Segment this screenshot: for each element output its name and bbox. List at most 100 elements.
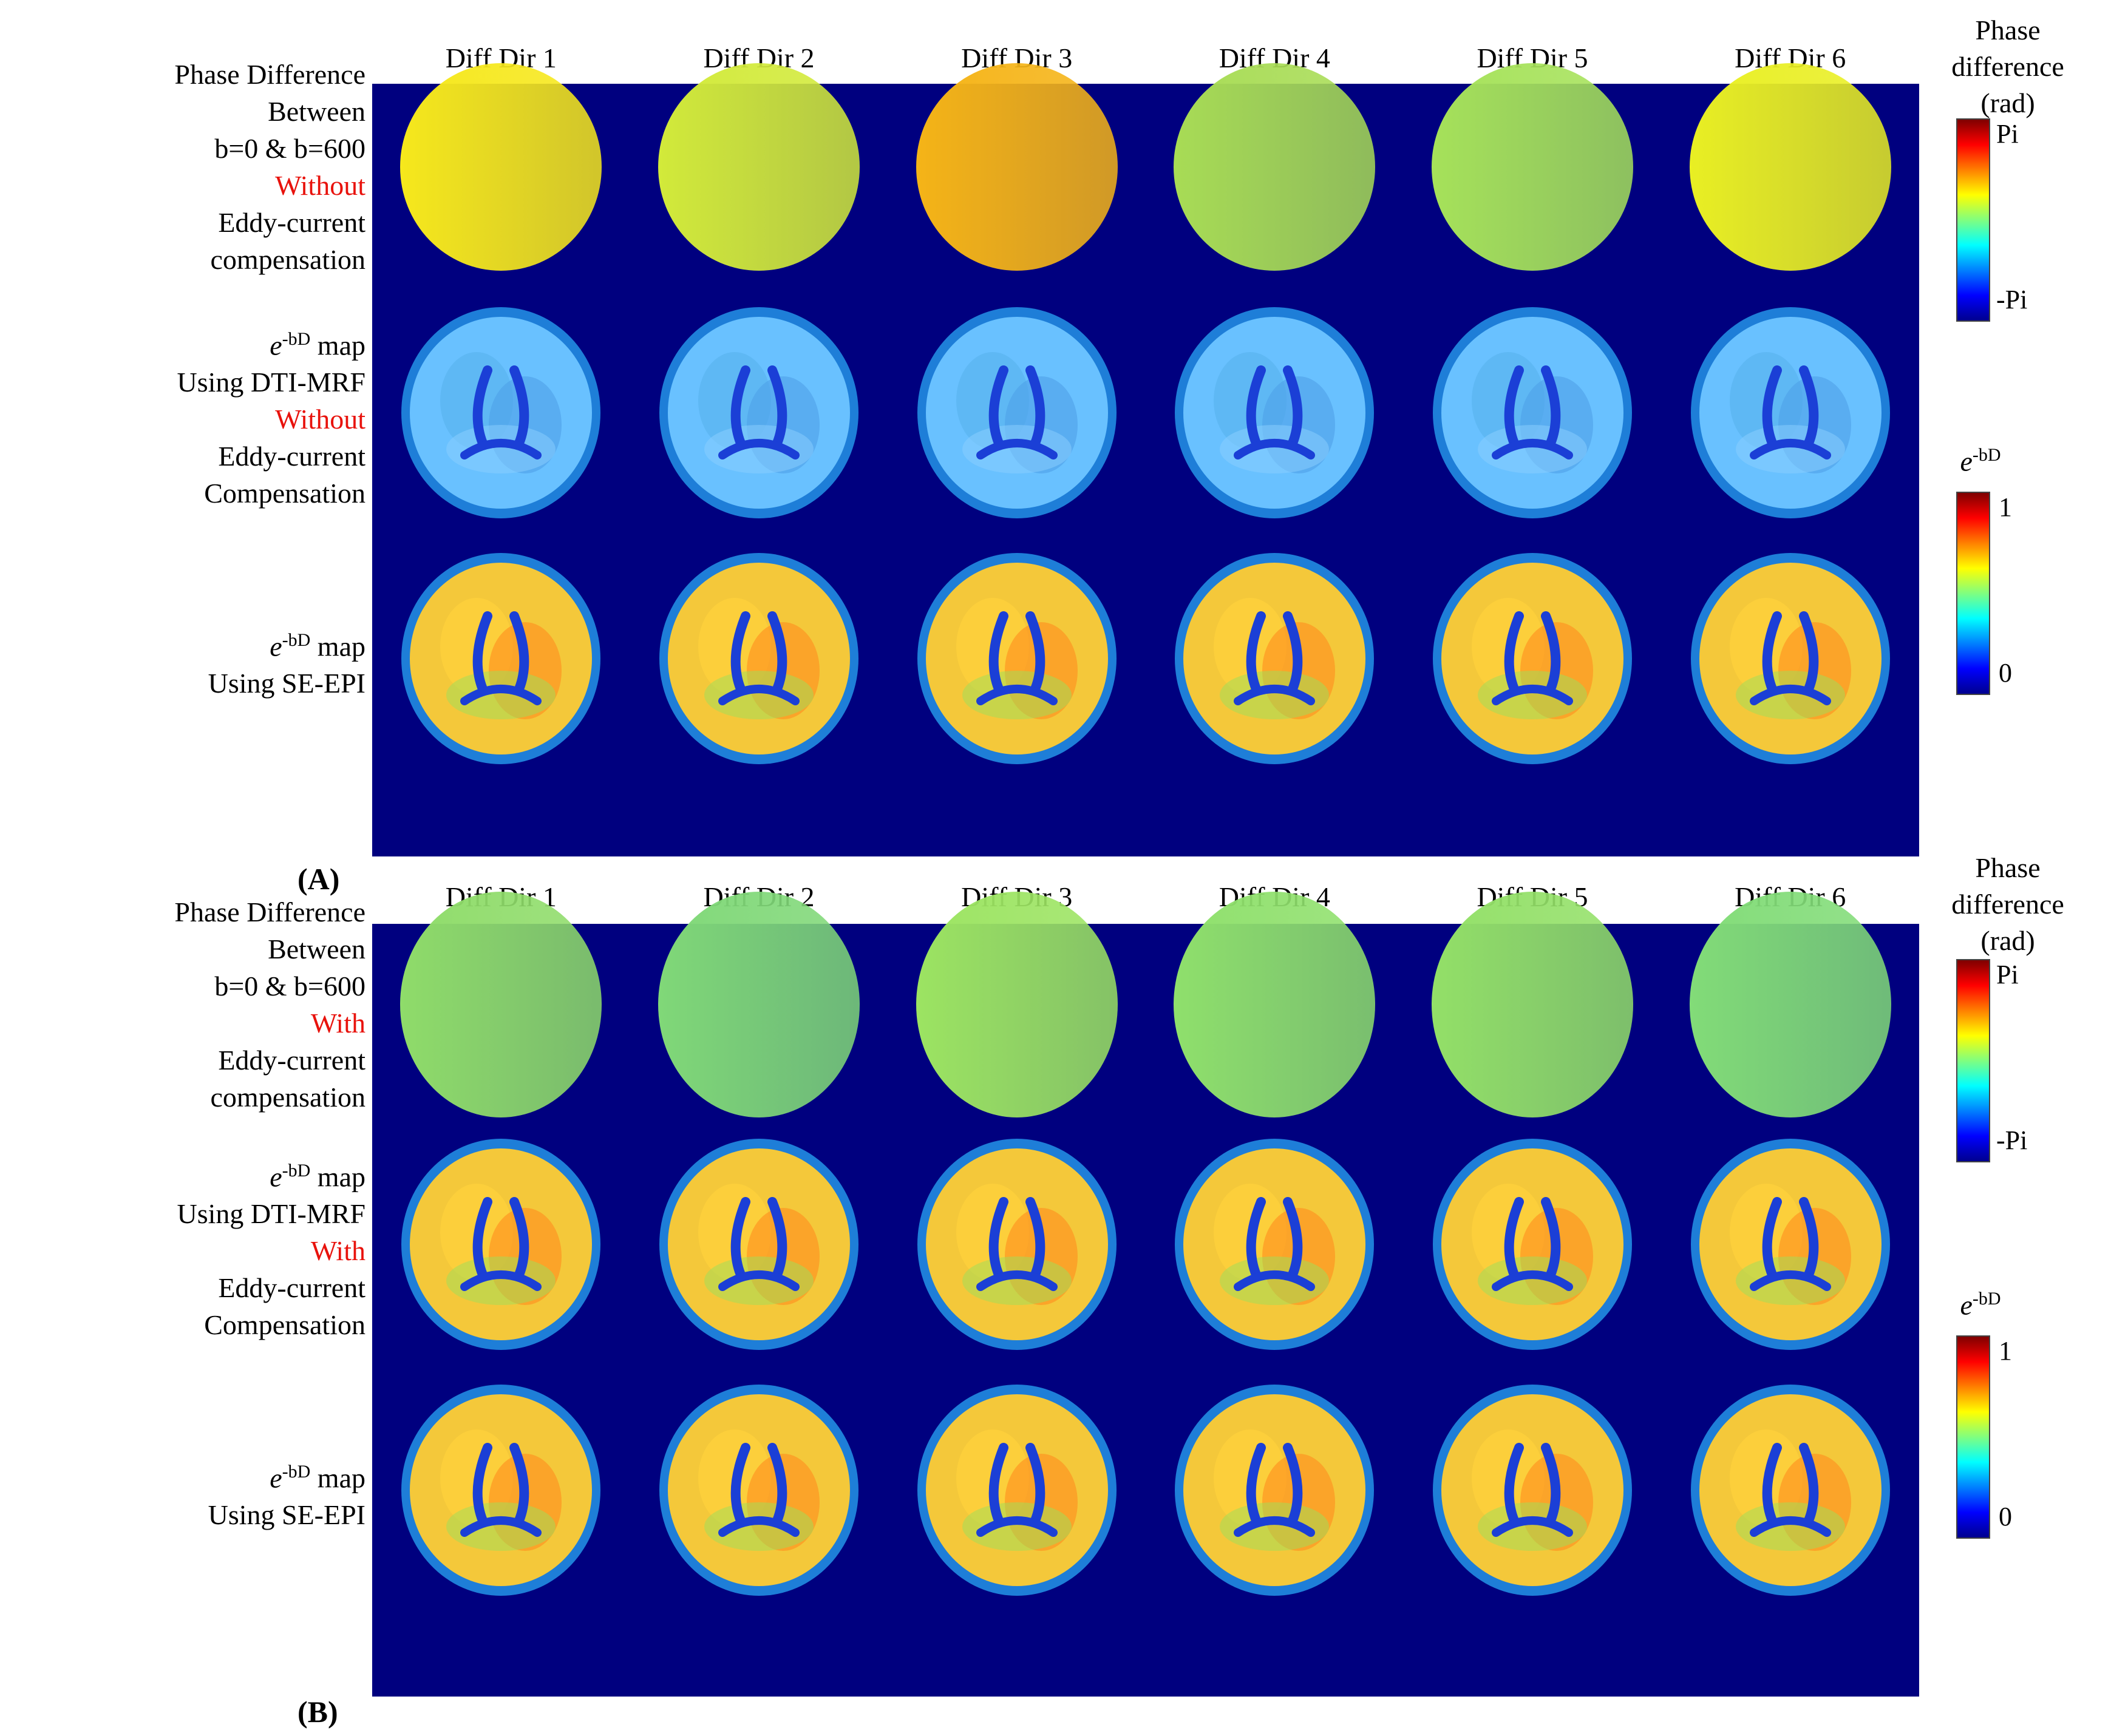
phase-map-image bbox=[1171, 889, 1378, 1123]
row-label-line: Eddy-current bbox=[218, 1045, 365, 1076]
row-label-line: Phase Difference bbox=[174, 897, 365, 927]
phase-map-image bbox=[914, 889, 1120, 1123]
label-superscript: -bD bbox=[282, 328, 311, 349]
colorbar-title-line: Phase bbox=[1975, 15, 2041, 46]
image-panel-a bbox=[372, 84, 1919, 856]
colorbar-title-line: Phase bbox=[1975, 852, 2041, 883]
colorbar-title-superscript: -bD bbox=[1972, 445, 2001, 465]
colorbar-max-label: 1 bbox=[1999, 1336, 2012, 1366]
row-label-line: With bbox=[310, 1235, 365, 1266]
diffusion-map-image bbox=[1429, 303, 1636, 525]
phase-map-image bbox=[398, 889, 604, 1123]
diffusion-map-image bbox=[914, 1381, 1120, 1602]
diffusion-map-image bbox=[1687, 549, 1894, 771]
diffusion-map-image bbox=[1687, 1135, 1894, 1357]
diffusion-map-image bbox=[914, 303, 1120, 525]
row-label-line: Eddy-current bbox=[218, 440, 365, 472]
phase-map-image bbox=[398, 61, 604, 276]
diffusion-map-image bbox=[656, 1381, 862, 1602]
row-label-line: e-bD map bbox=[0, 1453, 365, 1496]
colorbar-title-ebd: e-bD bbox=[1944, 1281, 2017, 1323]
phase-colorbar bbox=[1956, 118, 1990, 322]
row-label-line: compensation bbox=[210, 1082, 366, 1113]
colorbar-title-phase: Phase difference (rad) bbox=[1944, 12, 2072, 121]
row-label: e-bD map Using SE-EPI bbox=[0, 1453, 365, 1533]
colorbar-title-line: (rad) bbox=[1980, 87, 2035, 118]
diffusion-map-image bbox=[914, 1135, 1120, 1357]
colorbar-title-ebd: e-bD bbox=[1944, 437, 2017, 480]
colorbar-title-phase: Phase difference (rad) bbox=[1944, 850, 2072, 959]
row-label-line: Compensation bbox=[204, 477, 365, 509]
diffusion-map-image bbox=[398, 1135, 604, 1357]
row-label: e-bD map Using SE-EPI bbox=[0, 622, 365, 702]
phase-map-image bbox=[1429, 889, 1636, 1123]
colorbar-max-label: Pi bbox=[1996, 119, 2019, 149]
row-label-line: e-bD map bbox=[0, 320, 365, 364]
row-label-line: Using DTI-MRF bbox=[177, 366, 365, 398]
diffusion-map-image bbox=[656, 303, 862, 525]
colorbar-min-label: -Pi bbox=[1996, 285, 2028, 314]
label-base: e bbox=[270, 329, 282, 361]
row-label-line: b=0 & b=600 bbox=[214, 971, 365, 1002]
diffusion-map-image bbox=[1171, 1135, 1378, 1357]
diffusion-map-image bbox=[1687, 303, 1894, 525]
diffusion-map-image bbox=[398, 549, 604, 771]
row-label-line: Without bbox=[275, 170, 365, 201]
diffusion-map-image bbox=[914, 549, 1120, 771]
row-label-line: Using DTI-MRF bbox=[177, 1198, 365, 1229]
row-label-line: Between bbox=[268, 934, 365, 965]
row-label-line: Compensation bbox=[204, 1309, 365, 1340]
phase-map-image bbox=[1687, 889, 1894, 1123]
diffusion-map-image bbox=[1171, 303, 1378, 525]
phase-colorbar bbox=[1956, 959, 1990, 1162]
phase-map-image bbox=[1429, 61, 1636, 276]
label-base: e bbox=[270, 1462, 282, 1494]
phase-map-image bbox=[656, 889, 862, 1123]
colorbar-max-label: Pi bbox=[1996, 960, 2019, 989]
row-label: Phase Difference Between b=0 & b=600 With Ed… bbox=[0, 893, 365, 1116]
ebd-colorbar bbox=[1956, 492, 1990, 695]
diffusion-map-image bbox=[398, 1381, 604, 1602]
panel-label: (B) bbox=[297, 1695, 338, 1729]
row-label-line: Without bbox=[275, 403, 365, 435]
colorbar-title-line: difference bbox=[1951, 889, 2064, 920]
colorbar-title-base: e bbox=[1960, 446, 1973, 477]
diffusion-map-image bbox=[1429, 1381, 1636, 1602]
diffusion-map-image bbox=[1429, 549, 1636, 771]
row-label-line: e-bD map bbox=[0, 622, 365, 665]
label-tail: map bbox=[310, 1161, 365, 1192]
colorbar-max-label: 1 bbox=[1999, 492, 2012, 522]
row-label-line: Eddy-current bbox=[218, 1272, 365, 1303]
label-superscript: -bD bbox=[282, 630, 311, 650]
row-label-line: compensation bbox=[210, 244, 366, 275]
diffusion-map-image bbox=[1171, 1381, 1378, 1602]
row-label: Phase Difference Between b=0 & b=600 Withou… bbox=[0, 56, 365, 278]
label-tail: map bbox=[310, 631, 365, 662]
row-label-line: b=0 & b=600 bbox=[214, 133, 365, 164]
label-superscript: -bD bbox=[282, 1160, 311, 1181]
diffusion-map-image bbox=[656, 1135, 862, 1357]
colorbar-title-line: (rad) bbox=[1980, 925, 2035, 956]
diffusion-map-image bbox=[398, 303, 604, 525]
row-label-line: Using SE-EPI bbox=[208, 1499, 365, 1531]
phase-map-image bbox=[656, 61, 862, 276]
phase-map-image bbox=[1687, 61, 1894, 276]
ebd-colorbar bbox=[1956, 1335, 1990, 1539]
row-label-line: e-bD map bbox=[0, 1152, 365, 1195]
row-label-line: Eddy-current bbox=[218, 207, 365, 238]
label-tail: map bbox=[310, 329, 365, 361]
row-label-line: Between bbox=[268, 96, 365, 127]
row-label: e-bD map Using DTI-MRF With Eddy-current Com… bbox=[0, 1152, 365, 1343]
colorbar-min-label: 0 bbox=[1999, 658, 2012, 688]
colorbar-title-line: difference bbox=[1951, 51, 2064, 82]
image-panel-b bbox=[372, 924, 1919, 1697]
label-base: e bbox=[270, 631, 282, 662]
diffusion-map-image bbox=[1687, 1381, 1894, 1602]
row-label-line: With bbox=[310, 1008, 365, 1039]
label-superscript: -bD bbox=[282, 1462, 311, 1482]
diffusion-map-image bbox=[1171, 549, 1378, 771]
colorbar-min-label: 0 bbox=[1999, 1502, 2012, 1531]
colorbar-min-label: -Pi bbox=[1996, 1125, 2028, 1155]
row-label-line: Using SE-EPI bbox=[208, 668, 365, 699]
